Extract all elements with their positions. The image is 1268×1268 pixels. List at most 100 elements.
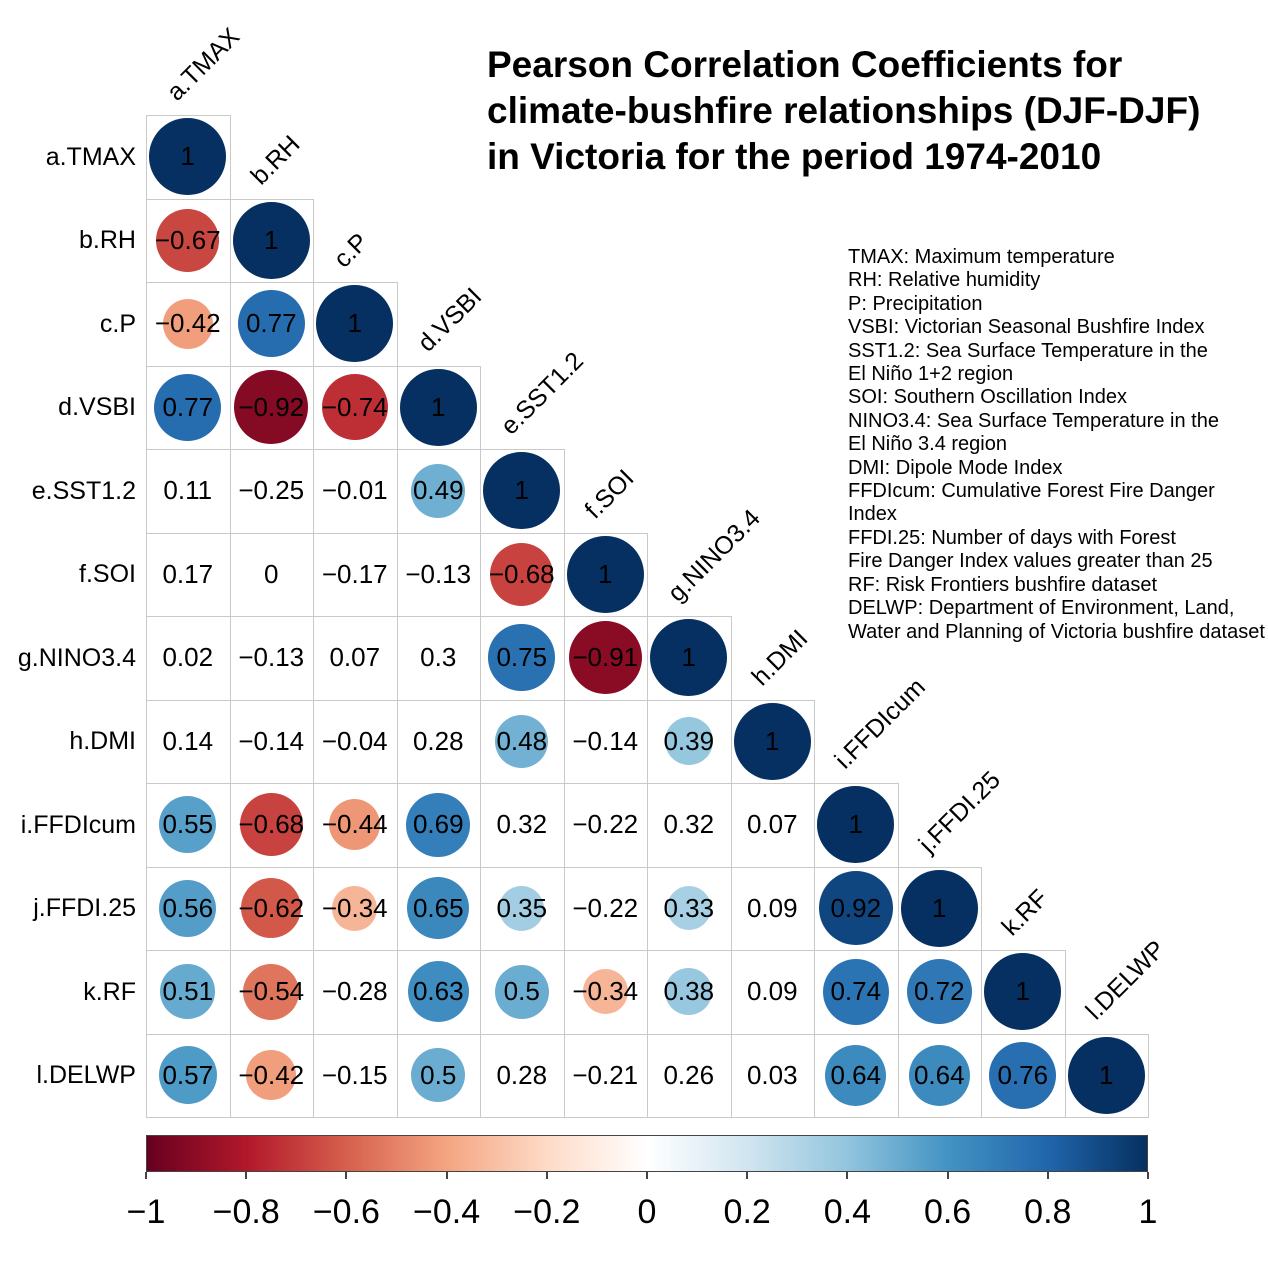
colorbar-tick: [946, 1172, 949, 1179]
correlation-value: −0.68: [238, 809, 305, 840]
correlation-value: 1: [180, 141, 195, 172]
correlation-circle: [825, 1044, 887, 1106]
matrix-cell: [647, 783, 732, 868]
colorbar-tick: [345, 1172, 348, 1179]
correlation-circle: [154, 373, 222, 441]
correlation-circle: [159, 796, 217, 854]
column-label-diagonal: e.SST1.2: [495, 346, 589, 441]
correlation-circle: [490, 542, 554, 606]
row-label: l.DELWP: [36, 1061, 136, 1090]
matrix-cell: [313, 449, 398, 534]
correlation-value: −0.28: [321, 976, 388, 1007]
correlation-circle: [156, 208, 220, 272]
matrix-cell: [146, 616, 231, 701]
correlation-circle: [900, 869, 978, 947]
colorbar-tick: [145, 1172, 147, 1179]
correlation-circle: [232, 201, 310, 279]
correlation-circle: [666, 886, 711, 931]
column-label-diagonal: g.NINO3.4: [662, 503, 766, 608]
colorbar-tick-label: 0.4: [823, 1193, 872, 1231]
correlation-value: −0.74: [321, 391, 388, 422]
correlation-value: 0.03: [746, 1059, 798, 1090]
colorbar-tick-label: −0.2: [513, 1193, 581, 1231]
correlation-value: 0.56: [162, 892, 214, 923]
correlation-circle: [158, 1046, 217, 1105]
correlation-circle: [665, 968, 713, 1016]
correlation-value: −0.13: [405, 558, 472, 589]
column-label-diagonal: i.FFDIcum: [829, 672, 931, 775]
correlation-value: −0.25: [238, 475, 305, 506]
colorbar-tick-label: 1: [1138, 1193, 1158, 1231]
matrix-cell: [647, 1033, 732, 1118]
correlation-circle: [984, 953, 1062, 1031]
column-label-diagonal: h.DMI: [745, 623, 813, 691]
correlation-value: 1: [1015, 976, 1030, 1007]
correlation-value: −0.68: [488, 558, 555, 589]
correlation-value: 0.07: [329, 642, 381, 673]
correlation-value: −0.42: [238, 1059, 305, 1090]
correlation-circle: [149, 118, 227, 196]
correlation-value: 0.28: [412, 725, 464, 756]
correlation-value: 1: [264, 224, 279, 255]
colorbar-tick-label: 0.6: [923, 1193, 972, 1231]
correlation-value: 0.02: [162, 642, 214, 673]
correlation-value: 1: [848, 809, 863, 840]
correlation-value: 1: [765, 725, 780, 756]
matrix-cell: [563, 1033, 648, 1118]
correlation-value: 0.07: [746, 809, 798, 840]
colorbar-tick-label: −0.6: [312, 1193, 380, 1231]
correlation-value: 0: [264, 558, 279, 589]
correlation-circle: [321, 374, 388, 441]
correlation-circle: [332, 885, 378, 931]
colorbar-tick: [1147, 1172, 1149, 1179]
correlation-circle: [906, 959, 972, 1025]
correlation-circle: [159, 879, 217, 937]
matrix-cell: [146, 699, 231, 784]
column-label-diagonal: j.FFDI.25: [912, 765, 1006, 858]
variable-abbreviation-legend: TMAX: Maximum temperature RH: Relative h…: [848, 246, 1265, 643]
correlation-value: 0.64: [913, 1059, 965, 1090]
colorbar-tick-label: 0.8: [1024, 1193, 1072, 1231]
chart-title: Pearson Correlation Coefficients for cli…: [487, 44, 1201, 177]
correlation-value: −0.54: [238, 976, 305, 1007]
matrix-cell: [480, 783, 565, 868]
matrix-cell: [146, 532, 231, 617]
correlation-circle: [817, 786, 895, 864]
correlation-circle: [499, 885, 545, 931]
correlation-circle: [329, 799, 381, 851]
correlation-value: −0.34: [321, 892, 388, 923]
row-label: h.DMI: [69, 727, 136, 756]
correlation-circle: [411, 1048, 466, 1103]
correlation-value: 0.55: [162, 809, 214, 840]
colorbar-tick-label: 0.2: [723, 1193, 771, 1231]
correlation-value: −0.14: [238, 725, 305, 756]
correlation-value: 1: [932, 892, 947, 923]
column-label-diagonal: f.SOI: [578, 463, 640, 524]
correlation-value: −0.67: [154, 224, 221, 255]
matrix-cell: [396, 532, 481, 617]
correlation-value: 0.5: [420, 1059, 457, 1090]
correlation-value: 0.14: [162, 725, 214, 756]
colorbar-tick: [746, 1172, 749, 1179]
correlation-value: 1: [431, 391, 446, 422]
correlation-value: 0.39: [663, 725, 715, 756]
correlation-value: 0.3: [420, 642, 457, 673]
correlation-circle: [234, 370, 309, 445]
matrix-cell: [396, 699, 481, 784]
matrix-cell: [563, 866, 648, 951]
correlation-circle: [407, 961, 469, 1023]
row-label: c.P: [99, 309, 136, 338]
correlation-value: 1: [1099, 1059, 1114, 1090]
correlation-circle: [989, 1041, 1057, 1109]
correlation-value: −0.44: [321, 809, 388, 840]
correlation-value: 0.92: [830, 892, 882, 923]
row-label: g.NINO3.4: [17, 643, 136, 672]
colorbar-tick: [545, 1172, 548, 1179]
matrix-cell: [313, 699, 398, 784]
correlation-value: −0.17: [321, 558, 388, 589]
correlation-circle: [483, 452, 561, 530]
correlation-circle: [582, 969, 628, 1015]
correlation-circle: [160, 964, 216, 1020]
correlation-circle: [399, 368, 477, 446]
correlation-circle: [495, 714, 549, 768]
